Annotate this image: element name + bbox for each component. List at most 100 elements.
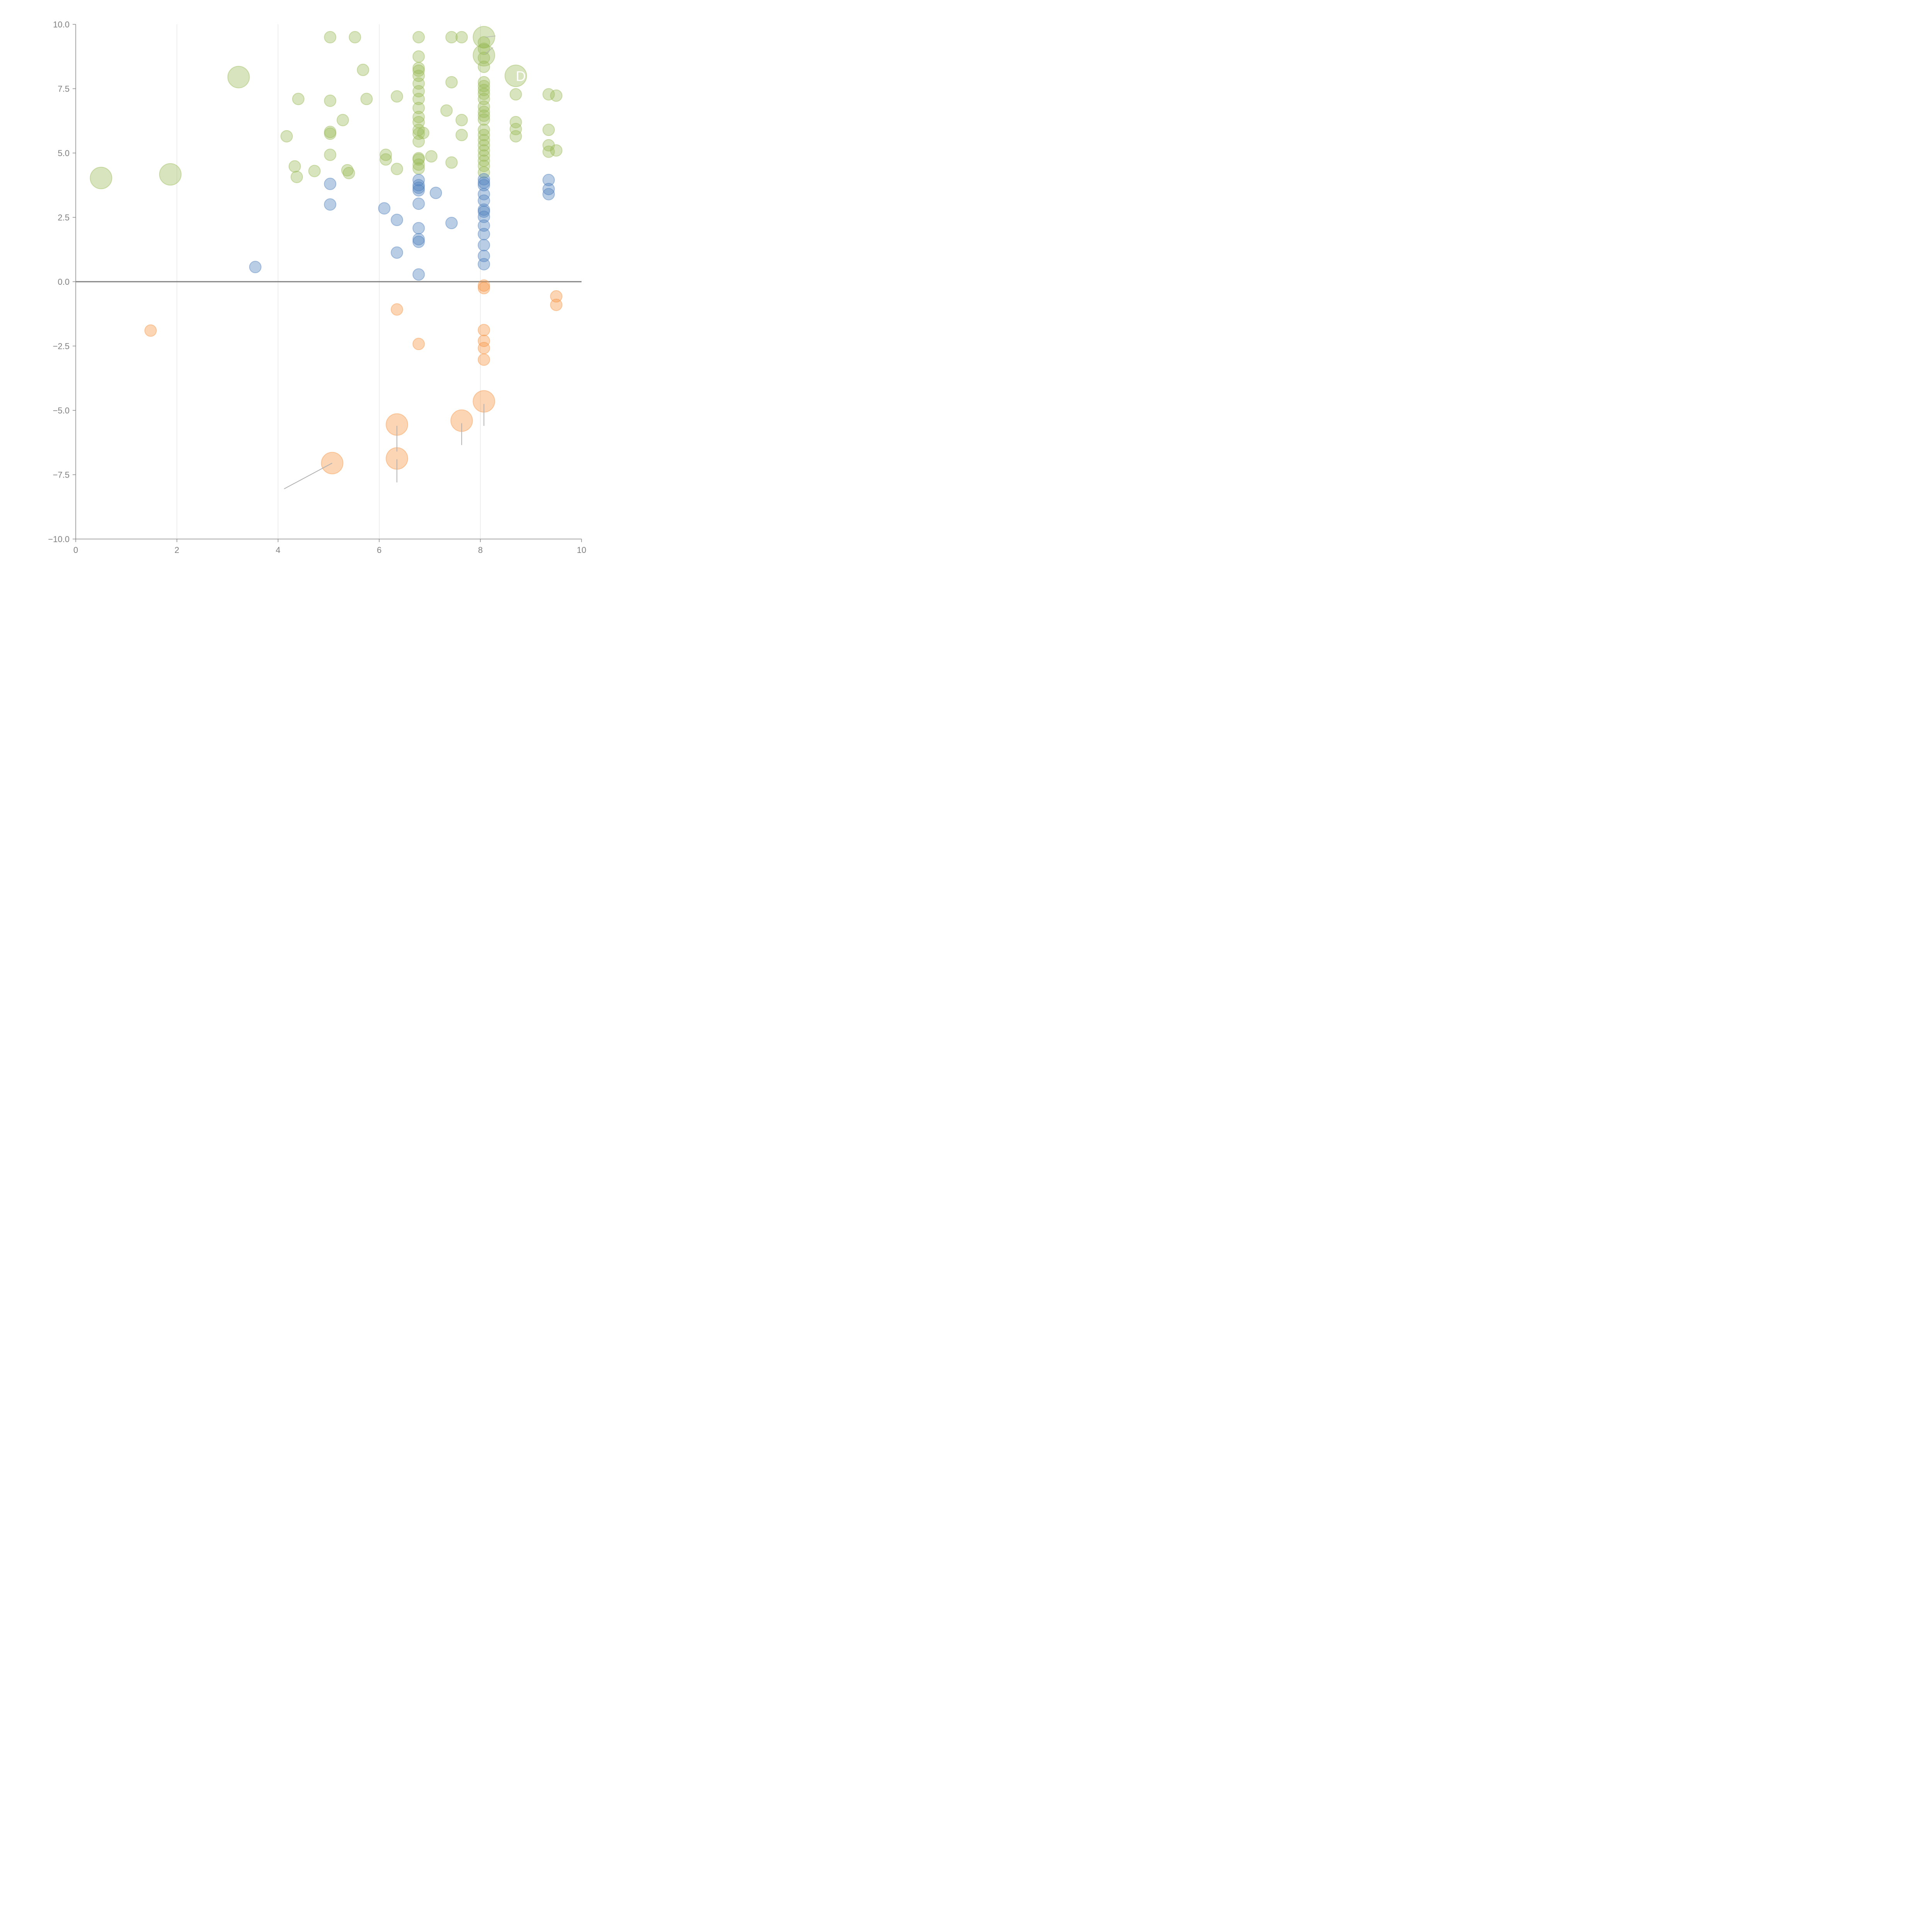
x-ticks: 0 2 4 6 8 10: [73, 539, 586, 555]
y-tick-label: −5.0: [53, 406, 70, 415]
data-point: [542, 88, 555, 101]
data-point: [412, 233, 425, 246]
data-points: [90, 26, 563, 474]
data-point: [360, 93, 373, 105]
scatter-chart: D 0 2 4 6 8 10 10.0 7.5 5.0 2.5 0.0 −2.5 −5.0 −7.5 −1…: [48, 20, 586, 555]
data-point: [412, 235, 425, 248]
data-point: [550, 298, 563, 311]
data-point: [478, 353, 490, 366]
data-point: [478, 87, 490, 100]
annotation-label: D: [516, 68, 526, 84]
y-tick-label: 10.0: [53, 20, 70, 29]
data-point: [349, 31, 361, 44]
data-point: [542, 124, 555, 136]
data-point: [478, 282, 490, 294]
series-blue: [249, 173, 555, 281]
data-point: [542, 188, 555, 201]
x-tick-label: 6: [377, 545, 381, 555]
y-tick-label: 2.5: [58, 213, 70, 223]
data-point: [478, 139, 490, 152]
data-point: [292, 93, 304, 105]
data-point: [478, 93, 490, 105]
data-point: [478, 179, 490, 192]
data-point: [412, 70, 425, 82]
data-point: [324, 198, 337, 211]
data-point: [550, 144, 563, 157]
data-point: [280, 130, 293, 143]
data-point: [478, 324, 490, 337]
data-point: [391, 303, 403, 316]
series-orange: [144, 279, 563, 474]
data-point: [478, 203, 490, 216]
data-point: [342, 167, 355, 179]
data-point: [291, 170, 303, 183]
data-point: [455, 114, 468, 126]
data-point: [478, 83, 490, 96]
data-point: [337, 114, 349, 126]
y-tick-label: −10.0: [48, 534, 70, 544]
data-point: [478, 51, 490, 64]
data-point: [412, 179, 425, 192]
annotation-leader: [284, 463, 333, 490]
data-point: [478, 211, 490, 223]
data-point: [288, 160, 301, 173]
data-point: [412, 181, 425, 194]
data-point: [412, 124, 425, 136]
x-tick-label: 4: [276, 545, 280, 555]
data-point: [412, 64, 425, 77]
y-tick-label: 7.5: [58, 84, 70, 94]
data-point: [509, 88, 522, 101]
data-point: [391, 90, 403, 103]
data-point: [425, 150, 438, 163]
data-point: [478, 80, 490, 92]
data-point: [550, 290, 563, 303]
data-point: [324, 177, 337, 190]
data-point: [478, 76, 490, 88]
data-point: [412, 152, 425, 165]
data-point: [478, 43, 490, 55]
data-point: [324, 126, 337, 138]
data-point: [509, 130, 522, 143]
data-point: [478, 173, 490, 185]
data-point: [455, 31, 468, 44]
data-point: [308, 165, 321, 177]
data-point: [478, 36, 490, 49]
data-point: [391, 246, 403, 259]
data-point: [412, 222, 425, 235]
data-point: [478, 149, 490, 162]
data-point: [391, 214, 403, 226]
data-point: [509, 116, 522, 129]
data-point: [412, 31, 425, 44]
y-tick-label: 0.0: [58, 277, 70, 287]
data-point: [478, 228, 490, 240]
data-point: [478, 160, 490, 172]
data-point: [445, 217, 458, 230]
data-point: [478, 60, 490, 73]
data-point: [445, 31, 458, 44]
data-point: [478, 219, 490, 232]
data-point: [324, 94, 337, 107]
data-point: [412, 111, 425, 123]
data-point: [445, 156, 458, 169]
data-point: [478, 258, 490, 270]
data-point: [412, 162, 425, 175]
data-point: [227, 66, 250, 88]
data-point: [378, 202, 391, 215]
data-point: [412, 77, 425, 90]
data-point: [478, 188, 490, 201]
data-point: [412, 338, 425, 350]
data-point: [412, 50, 425, 63]
data-point: [412, 153, 425, 166]
data-point: [473, 26, 495, 49]
data-point: [249, 261, 262, 274]
data-point: [478, 113, 490, 126]
data-point: [412, 102, 425, 114]
data-point: [324, 148, 337, 161]
data-point: [478, 342, 490, 354]
data-point: [478, 166, 490, 179]
data-point: [473, 44, 495, 66]
data-point: [417, 127, 430, 139]
data-point: [379, 153, 392, 166]
data-point: [430, 187, 442, 199]
data-point: [478, 194, 490, 207]
